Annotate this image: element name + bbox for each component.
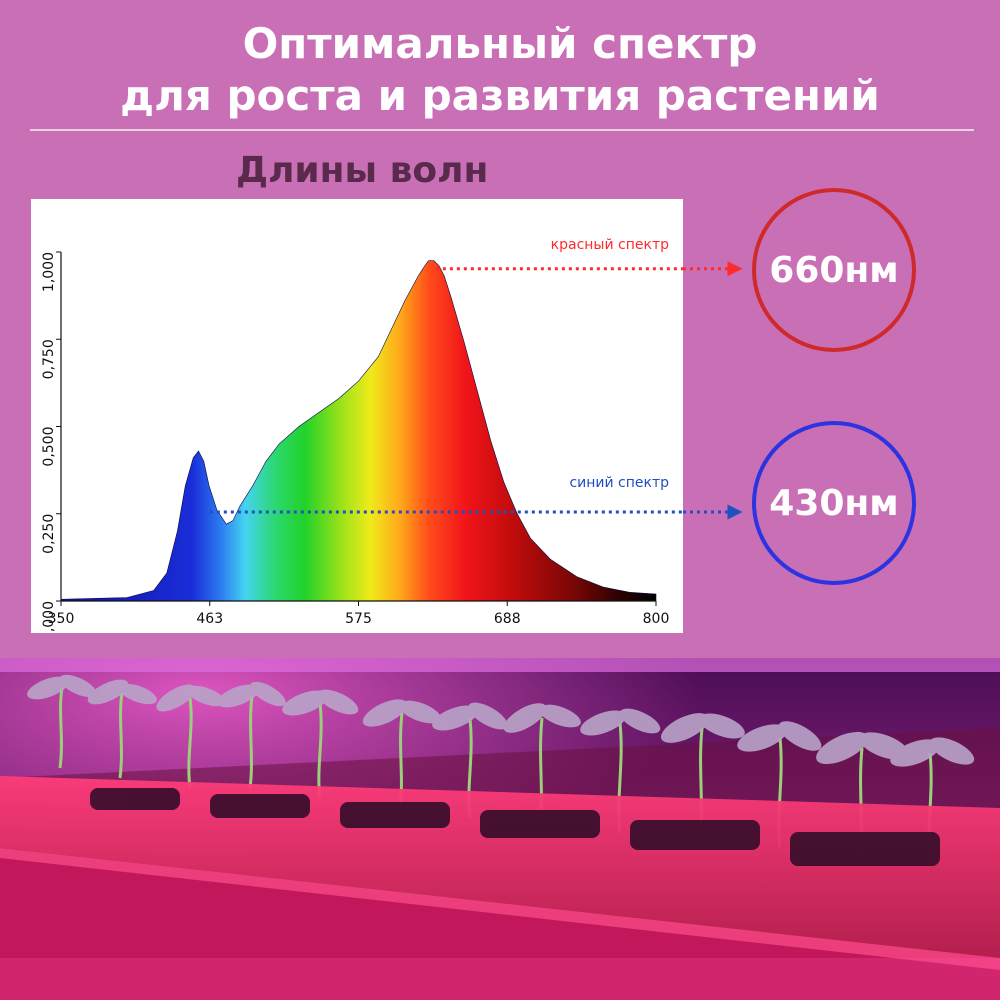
- y-tick-label: 1,000: [41, 252, 57, 292]
- blue-spectrum-label: синий спектр: [569, 475, 669, 491]
- red-wavelength-badge: 660нм: [752, 188, 916, 352]
- x-tick-label: 463: [196, 611, 223, 627]
- spectrum-annotations: красный спектр синий спектр: [209, 237, 683, 514]
- title-divider: [30, 129, 974, 131]
- spectrum-chart: 350 463 575 688 800 0,000 0,250 0,500 0,750 1,00…: [31, 199, 683, 633]
- red-wavelength-value: 660нм: [769, 249, 899, 291]
- x-tick-label: 350: [48, 611, 75, 627]
- y-tick-label: 0,500: [41, 427, 57, 467]
- y-tick-label: 0,000: [41, 601, 57, 633]
- title-line-2: для роста и развития растений: [120, 71, 880, 120]
- y-tick-label: 0,250: [41, 514, 57, 554]
- chart-subtitle: Длины волн: [236, 150, 489, 191]
- x-tick-label: 575: [345, 611, 372, 627]
- x-tick-label: 800: [643, 611, 670, 627]
- x-tick-label: 688: [494, 611, 521, 627]
- page-title: Оптимальный спектр для роста и развития …: [0, 18, 1000, 122]
- y-axis-ticks: 0,000 0,250 0,500 0,750 1,000: [41, 251, 61, 633]
- y-tick-label: 0,750: [41, 339, 57, 379]
- x-axis-ticks: 350 463 575 688 800: [48, 601, 670, 627]
- seedlings-illustration: [0, 658, 1000, 1000]
- blue-wavelength-badge: 430нм: [752, 421, 916, 585]
- seedlings-photo: [0, 658, 1000, 1000]
- title-line-1: Оптимальный спектр: [242, 19, 758, 68]
- spectrum-chart-svg: 350 463 575 688 800 0,000 0,250 0,500 0,750 1,00…: [41, 237, 683, 633]
- blue-wavelength-value: 430нм: [769, 482, 899, 524]
- red-spectrum-label: красный спектр: [551, 237, 669, 253]
- spectrum-area: [60, 260, 657, 602]
- plot-area: 350 463 575 688 800 0,000 0,250 0,500 0,750 1,00…: [41, 237, 683, 633]
